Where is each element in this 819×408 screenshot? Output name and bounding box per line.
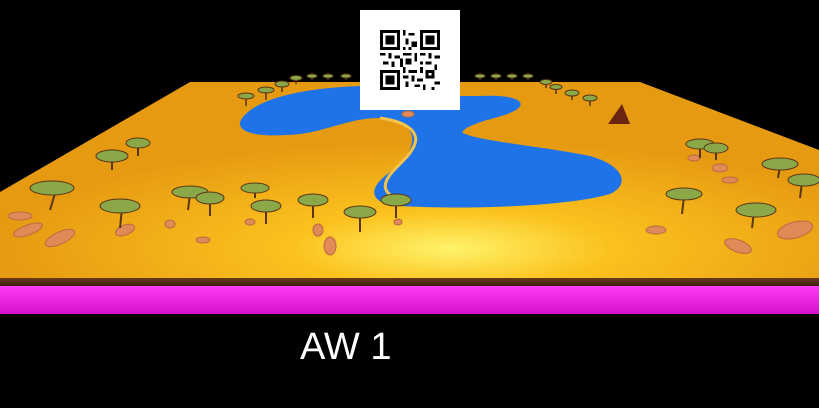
acacia-tree <box>522 73 534 80</box>
acacia-tree <box>250 199 282 224</box>
acacia-tree <box>240 182 270 198</box>
rocks <box>7 110 814 256</box>
acacia-tree <box>539 79 553 88</box>
acacia-tree <box>99 198 141 229</box>
tent <box>608 104 630 124</box>
acacia-tree <box>95 149 129 170</box>
acacia-tree <box>582 94 598 106</box>
acacia-tree <box>125 137 151 156</box>
acacia-tree <box>490 73 502 80</box>
acacia-tree <box>665 187 703 215</box>
base-stripe <box>0 286 819 314</box>
acacia-tree <box>274 80 290 92</box>
qr-code[interactable] <box>360 10 460 110</box>
acacia-tree <box>289 75 303 84</box>
acacia-tree <box>506 73 518 80</box>
acacia-tree <box>237 92 255 106</box>
terrain-edge <box>0 278 819 286</box>
acacia-tree <box>380 193 412 218</box>
acacia-tree <box>787 173 819 199</box>
level-label: AW 1 <box>300 326 392 368</box>
acacia-tree <box>735 202 777 229</box>
acacia-tree <box>195 191 225 216</box>
acacia-tree <box>306 73 318 80</box>
acacia-trees <box>29 73 819 232</box>
lake <box>239 85 622 208</box>
acacia-tree <box>761 157 799 179</box>
qr-code-icon <box>380 30 440 90</box>
acacia-tree <box>297 193 329 218</box>
acacia-tree <box>474 73 486 80</box>
acacia-tree <box>564 89 580 100</box>
acacia-tree <box>29 180 75 211</box>
acacia-tree <box>257 86 275 100</box>
acacia-tree <box>549 84 563 94</box>
acacia-tree <box>703 142 729 160</box>
acacia-tree <box>340 73 352 80</box>
acacia-tree <box>322 73 334 80</box>
acacia-tree <box>343 205 377 232</box>
lake-shore <box>379 116 417 202</box>
